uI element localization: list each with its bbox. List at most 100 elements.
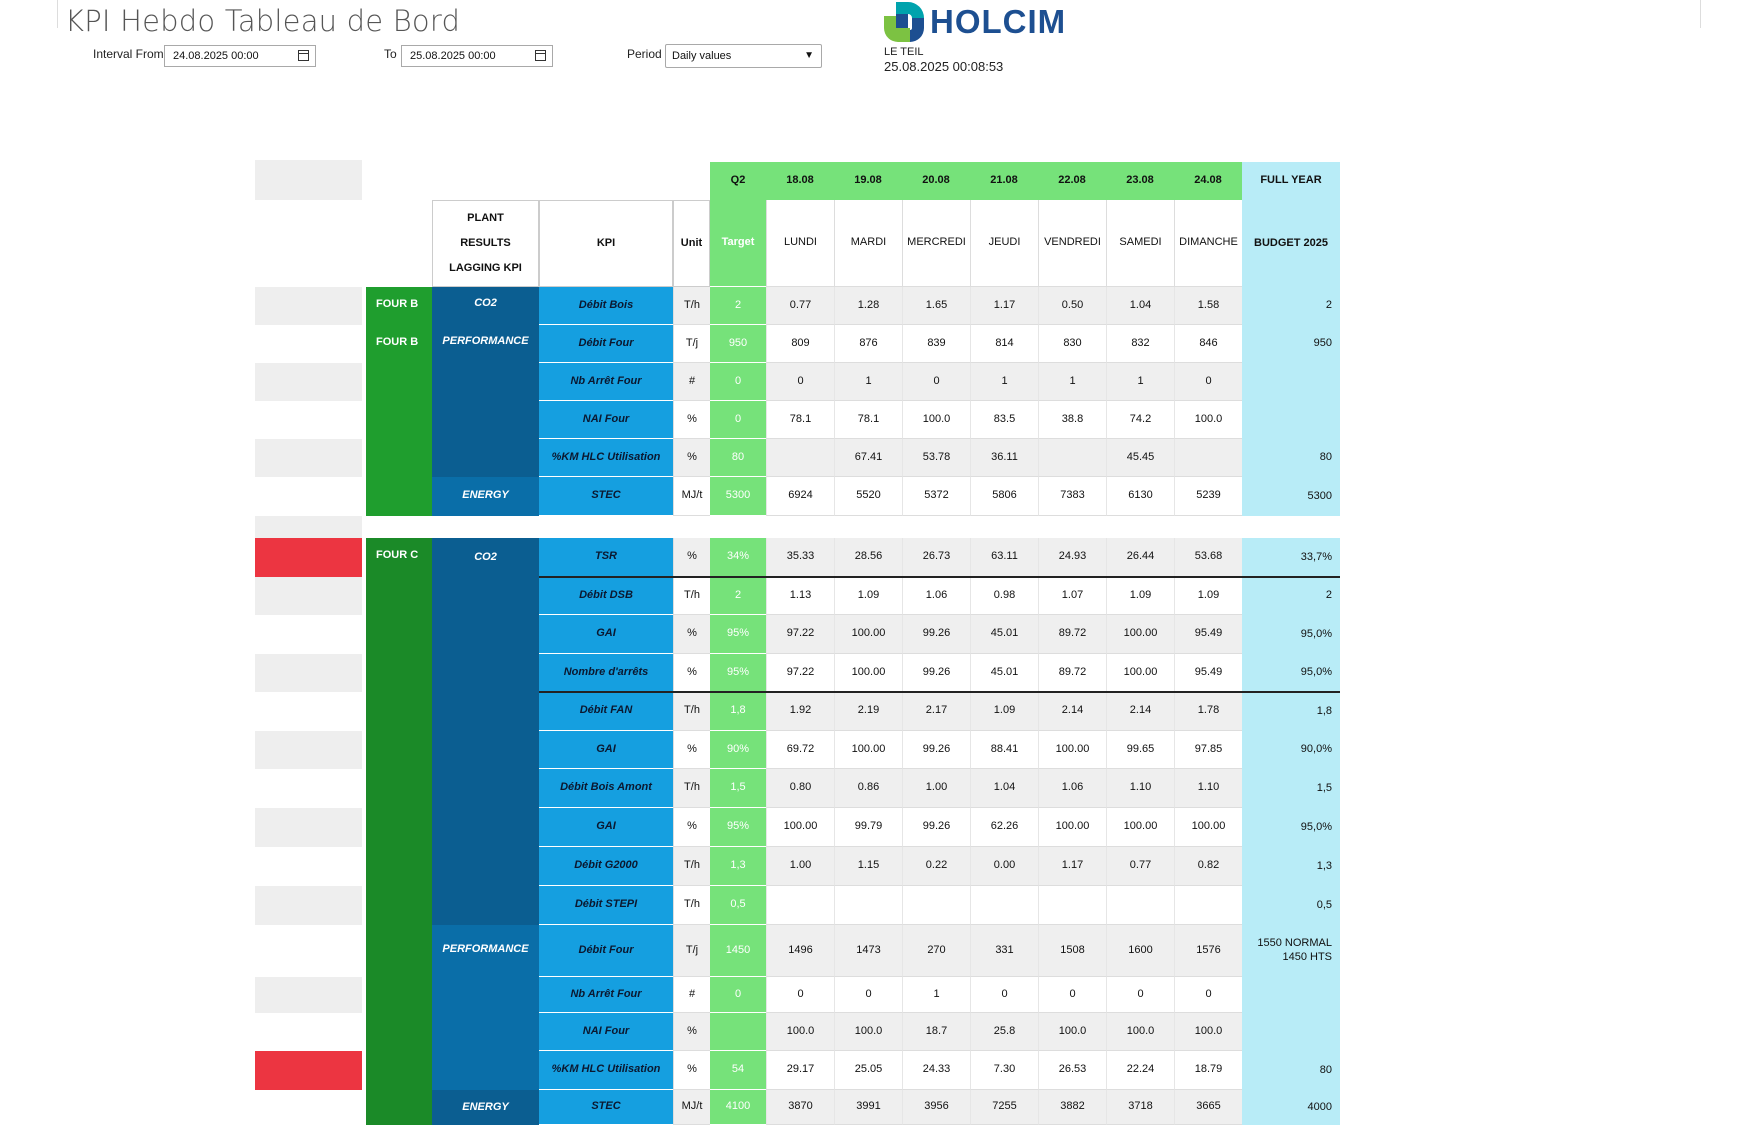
kpi-header: KPI	[539, 200, 673, 287]
unit-header: Unit	[673, 200, 710, 287]
row-shade	[255, 287, 362, 325]
unit-cell: T/h	[673, 287, 710, 325]
holcim-mark-icon	[884, 2, 924, 42]
value-cell: 100.00	[1106, 654, 1174, 692]
value-cell: 100.0	[902, 401, 970, 439]
group-co2: CO2	[432, 538, 539, 925]
value-cell: 2.14	[1038, 692, 1106, 731]
budget-cell: 33,7%	[1242, 538, 1340, 577]
unit-cell: %	[673, 439, 710, 477]
calendar-icon[interactable]	[535, 50, 546, 61]
value-cell: 78.1	[834, 401, 902, 439]
kpi-name: %KM HLC Utilisation	[539, 439, 673, 477]
value-cell: 53.78	[902, 439, 970, 477]
kpi-name: Débit Four	[539, 925, 673, 977]
group-performance: PERFORMANCE	[432, 925, 539, 1090]
group-energy: ENERGY	[432, 1090, 539, 1125]
value-cell: 1.09	[970, 692, 1038, 731]
value-cell: 100.00	[834, 615, 902, 654]
group-performance: PERFORMANCE	[432, 325, 539, 477]
value-cell: 99.26	[902, 615, 970, 654]
target-cell: 2	[710, 577, 766, 615]
value-cell: 0.77	[766, 287, 834, 325]
value-cell: 26.73	[902, 538, 970, 577]
unit-cell: #	[673, 977, 710, 1013]
value-cell: 1.17	[1038, 847, 1106, 886]
target-cell: 1,5	[710, 769, 766, 808]
unit-cell: %	[673, 1013, 710, 1051]
value-cell: 0.80	[766, 769, 834, 808]
budget-cell	[1242, 401, 1340, 439]
budget-cell	[1242, 1013, 1340, 1051]
header-date: 24.08	[1174, 162, 1242, 200]
value-cell: 6130	[1106, 477, 1174, 516]
value-cell: 100.0	[766, 1013, 834, 1051]
value-cell: 0.98	[970, 577, 1038, 615]
unit-cell: %	[673, 731, 710, 769]
value-cell	[1106, 886, 1174, 925]
target-cell	[710, 1013, 766, 1051]
value-cell: 1.09	[1174, 577, 1242, 615]
kpi-name: Débit DSB	[539, 577, 673, 615]
value-cell: 26.53	[1038, 1051, 1106, 1090]
target-cell: 54	[710, 1051, 766, 1090]
value-cell: 99.26	[902, 731, 970, 769]
budget-cell: 950	[1242, 325, 1340, 363]
target-cell: 95%	[710, 808, 766, 847]
budget-cell: 1550 NORMAL 1450 HTS	[1242, 925, 1340, 977]
kpi-name: Débit STEPI	[539, 886, 673, 925]
row-shade	[255, 886, 362, 925]
row-shade	[255, 516, 362, 538]
value-cell: 100.00	[834, 654, 902, 692]
value-cell: 62.26	[970, 808, 1038, 847]
value-cell: 24.33	[902, 1051, 970, 1090]
value-cell: 45.01	[970, 654, 1038, 692]
kpi-name: TSR	[539, 538, 673, 577]
value-cell: 35.33	[766, 538, 834, 577]
interval-to-input[interactable]: 25.08.2025 00:00	[401, 45, 553, 67]
value-cell: 1.65	[902, 287, 970, 325]
value-cell: 53.68	[1174, 538, 1242, 577]
value-cell: 1.07	[1038, 577, 1106, 615]
interval-from-input[interactable]: 24.08.2025 00:00	[164, 45, 316, 67]
budget-cell: 0,5	[1242, 886, 1340, 925]
unit-cell: %	[673, 538, 710, 577]
value-cell: 1.10	[1174, 769, 1242, 808]
value-cell: 1.06	[1038, 769, 1106, 808]
value-cell	[834, 886, 902, 925]
value-cell: 0	[1038, 977, 1106, 1013]
budget-cell: 95,0%	[1242, 615, 1340, 654]
unit-cell: %	[673, 808, 710, 847]
value-cell: 876	[834, 325, 902, 363]
interval-from-label: Interval From	[93, 47, 164, 61]
group-co2: CO2	[432, 287, 539, 325]
budget-cell: 90,0%	[1242, 731, 1340, 769]
value-cell: 1.17	[970, 287, 1038, 325]
calendar-icon[interactable]	[298, 50, 309, 61]
value-cell: 809	[766, 325, 834, 363]
value-cell: 0.86	[834, 769, 902, 808]
unit-cell: T/h	[673, 886, 710, 925]
target-cell: 950	[710, 325, 766, 363]
row-shade	[255, 808, 362, 847]
value-cell: 100.0	[1106, 1013, 1174, 1051]
target-cell: 2	[710, 287, 766, 325]
day-name-header: LUNDI	[766, 200, 834, 287]
value-cell: 814	[970, 325, 1038, 363]
value-cell: 1.04	[970, 769, 1038, 808]
value-cell: 89.72	[1038, 615, 1106, 654]
kpi-name: Débit FAN	[539, 692, 673, 731]
kpi-name: Débit Bois	[539, 287, 673, 325]
value-cell: 18.79	[1174, 1051, 1242, 1090]
value-cell: 99.26	[902, 654, 970, 692]
four-c-label: FOUR C	[366, 538, 432, 1125]
value-cell: 832	[1106, 325, 1174, 363]
value-cell: 83.5	[970, 401, 1038, 439]
kpi-name: STEC	[539, 477, 673, 516]
value-cell: 1.10	[1106, 769, 1174, 808]
period-select[interactable]: Daily values ▼	[665, 44, 822, 68]
page-title: KPI Hebdo Tableau de Bord	[65, 4, 461, 38]
budget-cell: 95,0%	[1242, 654, 1340, 692]
budget-cell: 1,3	[1242, 847, 1340, 886]
value-cell: 18.7	[902, 1013, 970, 1051]
